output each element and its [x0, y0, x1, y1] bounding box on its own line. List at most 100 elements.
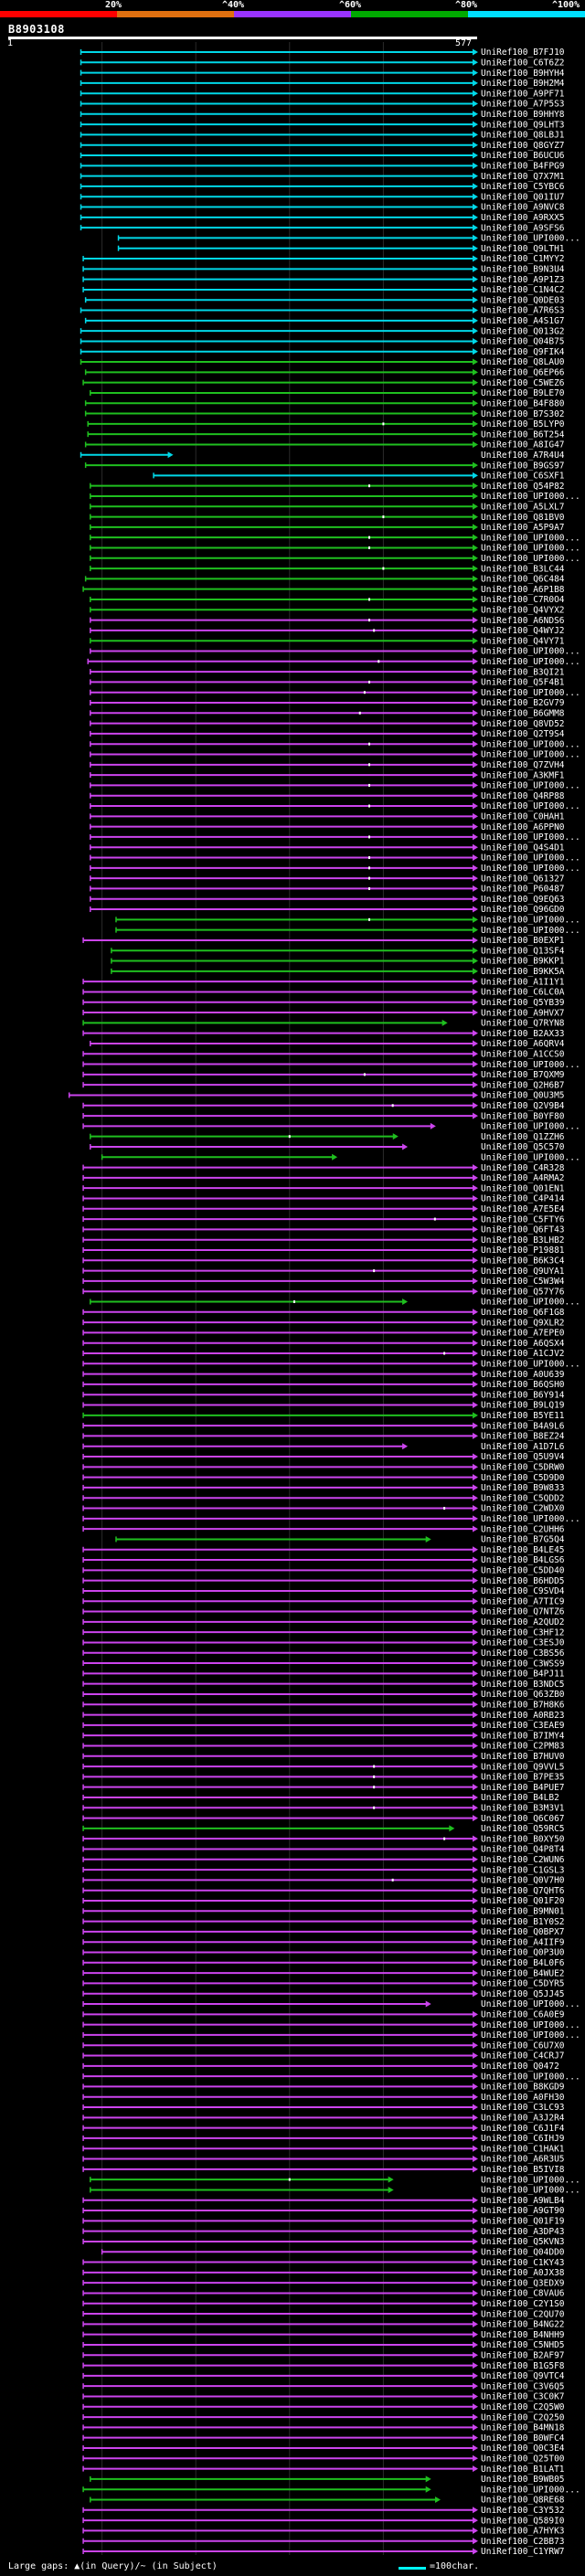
hit-label[interactable]: UniRef100_Q0P3U0: [481, 1948, 565, 1958]
hit-row[interactable]: UniRef100_B5LYP0: [87, 419, 565, 429]
hit-row[interactable]: UniRef100_Q5C570: [90, 1142, 565, 1152]
hit-label[interactable]: UniRef100_B4L0F6: [481, 1958, 565, 1968]
hit-row[interactable]: UniRef100_A4S1G7: [84, 316, 565, 326]
hit-row[interactable]: UniRef100_Q8VD52: [90, 719, 565, 729]
hit-label[interactable]: UniRef100_A4IIF9: [481, 1937, 565, 1947]
hit-label[interactable]: UniRef100_B3NDC5: [481, 1680, 565, 1690]
hit-row[interactable]: UniRef100_Q61327: [90, 874, 565, 884]
hit-label[interactable]: UniRef100_B9KKP1: [481, 957, 565, 967]
hit-label[interactable]: UniRef100_UPI000...: [481, 2485, 580, 2495]
hit-label[interactable]: UniRef100_Q04B75: [481, 337, 565, 347]
hit-row[interactable]: UniRef100_C5YBC6: [80, 182, 565, 192]
hit-label[interactable]: UniRef100_A1CJV2: [481, 1349, 565, 1359]
hit-label[interactable]: UniRef100_B5YE11: [481, 1411, 565, 1421]
hit-label[interactable]: UniRef100_C3HF12: [481, 1627, 565, 1638]
hit-label[interactable]: UniRef100_A9SFS6: [481, 223, 565, 233]
hit-row[interactable]: UniRef100_C2BB73: [82, 2537, 565, 2547]
hit-label[interactable]: UniRef100_C2BB73: [481, 2537, 565, 2547]
hit-label[interactable]: UniRef100_Q9LHT3: [481, 120, 565, 130]
hit-row[interactable]: UniRef100_C3V6Q5: [82, 2381, 565, 2391]
hit-row[interactable]: UniRef100_Q1ZZH6: [90, 1132, 565, 1142]
hit-row[interactable]: UniRef100_A6PPN0: [90, 822, 565, 832]
hit-label[interactable]: UniRef100_Q2T9S4: [481, 729, 565, 739]
hit-label[interactable]: UniRef100_A4S1G7: [481, 316, 565, 326]
hit-row[interactable]: UniRef100_UPI000...: [90, 492, 580, 502]
hit-label[interactable]: UniRef100_A9PF71: [481, 89, 565, 99]
hit-row[interactable]: UniRef100_C6T6Z2: [80, 58, 565, 69]
hit-row[interactable]: UniRef100_A9WLB4: [82, 2196, 565, 2206]
hit-label[interactable]: UniRef100_B7HUV0: [481, 1752, 565, 1762]
hit-row[interactable]: UniRef100_P60487: [90, 885, 565, 895]
hit-row[interactable]: UniRef100_C5W3W4: [82, 1277, 565, 1287]
hit-label[interactable]: UniRef100_C1MYY2: [481, 254, 565, 264]
hit-row[interactable]: UniRef100_A1CCS0: [82, 1049, 565, 1059]
hit-label[interactable]: UniRef100_B9GS97: [481, 461, 565, 471]
hit-row[interactable]: UniRef100_A0U639: [82, 1370, 565, 1380]
hit-label[interactable]: UniRef100_B9H2M4: [481, 79, 565, 89]
hit-label[interactable]: UniRef100_Q8GYZ7: [481, 141, 565, 151]
hit-row[interactable]: UniRef100_Q0V7H0: [82, 1876, 565, 1886]
hit-row[interactable]: UniRef100_UPI000...: [90, 533, 580, 543]
hit-row[interactable]: UniRef100_B4A9L6: [82, 1421, 565, 1431]
hit-label[interactable]: UniRef100_C9SVD4: [481, 1586, 565, 1596]
hit-row[interactable]: UniRef100_B9W833: [82, 1483, 565, 1493]
hit-label[interactable]: UniRef100_C2Y1S0: [481, 2299, 565, 2309]
hit-row[interactable]: UniRef100_Q4P8T4: [82, 1845, 565, 1855]
hit-row[interactable]: UniRef100_B4LGS6: [82, 1555, 565, 1565]
hit-label[interactable]: UniRef100_A1I1Y1: [481, 977, 565, 987]
hit-row[interactable]: UniRef100_C5DYR5: [82, 1979, 565, 1989]
hit-label[interactable]: UniRef100_B0XY50: [481, 1834, 565, 1844]
hit-label[interactable]: UniRef100_C5QDD2: [481, 1493, 565, 1503]
hit-label[interactable]: UniRef100_C8VAU6: [481, 2289, 565, 2299]
hit-row[interactable]: UniRef100_Q7X7M1: [80, 172, 565, 182]
hit-row[interactable]: UniRef100_B3M3V1: [82, 1803, 565, 1813]
hit-row[interactable]: UniRef100_UPI000...: [82, 2020, 580, 2030]
hit-row[interactable]: UniRef100_Q3EDX9: [82, 2278, 565, 2288]
hit-label[interactable]: UniRef100_B4NHH9: [481, 2330, 565, 2340]
hit-row[interactable]: UniRef100_C9SVD4: [82, 1586, 565, 1596]
hit-label[interactable]: UniRef100_UPI000...: [481, 234, 580, 244]
hit-row[interactable]: UniRef100_UPI000...: [90, 832, 580, 843]
hit-row[interactable]: UniRef100_UPI000...: [82, 2485, 580, 2495]
hit-label[interactable]: UniRef100_B7S302: [481, 409, 565, 419]
hit-row[interactable]: UniRef100_C6LC0A: [82, 988, 565, 998]
hit-label[interactable]: UniRef100_Q61327: [481, 874, 565, 884]
hit-row[interactable]: UniRef100_B7S302: [84, 409, 565, 419]
hit-row[interactable]: UniRef100_B6Y914: [82, 1390, 565, 1400]
hit-label[interactable]: UniRef100_B4PUE7: [481, 1783, 565, 1793]
hit-label[interactable]: UniRef100_B5LYP0: [481, 419, 565, 429]
hit-label[interactable]: UniRef100_Q01IU7: [481, 192, 565, 202]
hit-label[interactable]: UniRef100_Q6FT43: [481, 1225, 565, 1235]
hit-row[interactable]: UniRef100_C2UHH6: [82, 1524, 565, 1534]
hit-label[interactable]: UniRef100_UPI000...: [481, 916, 580, 926]
hit-row[interactable]: UniRef100_Q7NTZ6: [82, 1607, 565, 1617]
hit-row[interactable]: UniRef100_Q96GD0: [90, 905, 565, 915]
hit-label[interactable]: UniRef100_A5P9A7: [481, 523, 565, 533]
hit-label[interactable]: UniRef100_B4FPG9: [481, 162, 565, 172]
hit-row[interactable]: UniRef100_C3HF12: [82, 1627, 565, 1638]
hit-label[interactable]: UniRef100_A6QRV4: [481, 1039, 565, 1049]
hit-row[interactable]: UniRef100_B5IVI8: [82, 2165, 565, 2175]
hit-label[interactable]: UniRef100_B0WFC4: [481, 2433, 565, 2443]
hit-row[interactable]: UniRef100_A5LXL7: [90, 502, 565, 512]
hit-label[interactable]: UniRef100_C2QU70: [481, 2309, 565, 2319]
hit-label[interactable]: UniRef100_A6P1B8: [481, 585, 565, 595]
hit-row[interactable]: UniRef100_B7G5Q4: [115, 1535, 565, 1545]
hit-label[interactable]: UniRef100_P19881: [481, 1246, 565, 1256]
hit-row[interactable]: UniRef100_Q8GYZ7: [80, 141, 565, 151]
hit-label[interactable]: UniRef100_B9W833: [481, 1483, 565, 1493]
hit-row[interactable]: UniRef100_UPI000...: [117, 234, 580, 244]
hit-label[interactable]: UniRef100_C1HAK1: [481, 2144, 565, 2154]
hit-label[interactable]: UniRef100_UPI000...: [481, 2186, 580, 2196]
hit-row[interactable]: UniRef100_A0JX38: [82, 2268, 565, 2278]
hit-label[interactable]: UniRef100_B1Y0S2: [481, 1917, 565, 1927]
hit-label[interactable]: UniRef100_B9HHY8: [481, 110, 565, 120]
hit-label[interactable]: UniRef100_B1LAT1: [481, 2465, 565, 2475]
hit-row[interactable]: UniRef100_A6NDS6: [90, 616, 565, 626]
hit-row[interactable]: UniRef100_Q5U9V4: [82, 1452, 565, 1462]
hit-label[interactable]: UniRef100_Q0V7H0: [481, 1876, 565, 1886]
hit-label[interactable]: UniRef100_UPI000...: [481, 926, 580, 936]
hit-label[interactable]: UniRef100_Q5KVN3: [481, 2237, 565, 2247]
hit-label[interactable]: UniRef100_B4NG22: [481, 2320, 565, 2330]
hit-row[interactable]: UniRef100_Q01EN1: [82, 1183, 565, 1193]
